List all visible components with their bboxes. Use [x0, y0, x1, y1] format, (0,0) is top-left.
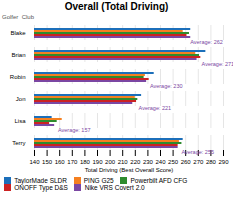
svg-text:Total Driving (Best Overall Sc: Total Driving (Best Overall Score)	[85, 167, 174, 173]
html-text:TaylorMade SLDR: TaylorMade SLDR	[14, 177, 67, 184]
svg-text:200: 200	[105, 159, 116, 165]
html-text:Overall (Total Driving): Overall (Total Driving)	[64, 1, 169, 12]
svg-text:Lisa: Lisa	[14, 118, 26, 124]
svg-text:220: 220	[130, 159, 141, 165]
svg-text:Terry: Terry	[12, 140, 25, 146]
html-text:Nike VRS Covert 2.0: Nike VRS Covert 2.0	[84, 184, 145, 191]
html-text:PING G25: PING G25	[83, 177, 114, 184]
svg-text:Blake: Blake	[10, 30, 26, 36]
svg-text:230: 230	[143, 159, 154, 165]
svg-text:240: 240	[155, 159, 166, 165]
svg-text:Average: 271: Average: 271	[202, 61, 233, 67]
html-text:Golfer Club: Golfer Club	[2, 14, 34, 20]
svg-text:270: 270	[193, 159, 204, 165]
svg-text:Jon: Jon	[16, 96, 26, 102]
svg-text:180: 180	[80, 159, 91, 165]
svg-text:Average: 230: Average: 230	[150, 83, 183, 89]
svg-text:210: 210	[118, 159, 129, 165]
svg-text:260: 260	[181, 159, 192, 165]
svg-text:190: 190	[92, 159, 103, 165]
svg-text:170: 170	[67, 159, 78, 165]
svg-text:250: 250	[168, 159, 179, 165]
svg-text:Average: 221: Average: 221	[139, 105, 172, 111]
svg-text:Average: 255: Average: 255	[181, 149, 214, 155]
svg-text:160: 160	[55, 159, 66, 165]
svg-text:Robin: Robin	[10, 74, 26, 80]
svg-text:140: 140	[29, 159, 40, 165]
svg-text:Brian: Brian	[11, 52, 25, 58]
svg-text:Average: 262: Average: 262	[190, 39, 223, 45]
svg-text:290: 290	[218, 159, 229, 165]
svg-text:Average: 157: Average: 157	[58, 127, 91, 133]
svg-text:150: 150	[42, 159, 53, 165]
html-text:Powerbilt AFD CFG: Powerbilt AFD CFG	[130, 177, 188, 184]
html-text:ONOFF Type D&S: ONOFF Type D&S	[14, 184, 68, 191]
svg-text:280: 280	[206, 159, 217, 165]
